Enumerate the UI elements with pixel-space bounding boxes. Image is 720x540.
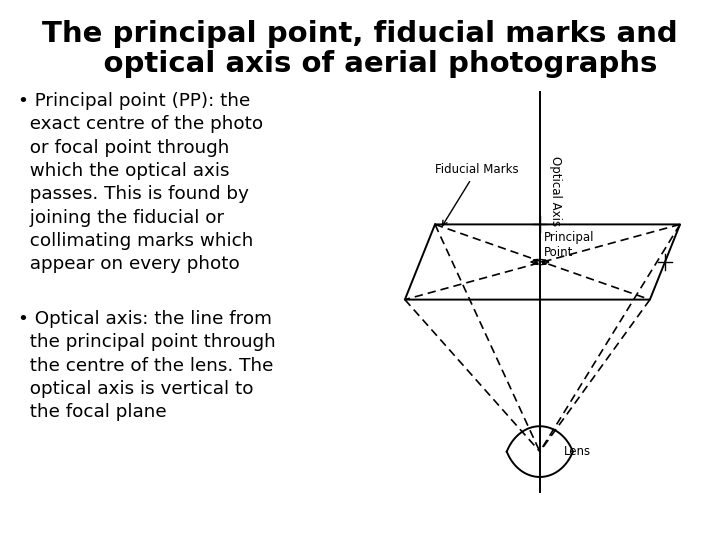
Text: optical axis of aerial photographs: optical axis of aerial photographs: [63, 50, 657, 78]
Text: Fiducial Marks: Fiducial Marks: [435, 164, 518, 226]
Text: • Optical axis: the line from
  the principal point through
  the centre of the : • Optical axis: the line from the princi…: [18, 310, 276, 421]
Text: Lens: Lens: [564, 445, 590, 458]
Text: The principal point, fiducial marks and: The principal point, fiducial marks and: [42, 20, 678, 48]
Text: Principal
Point: Principal Point: [544, 231, 594, 259]
Text: Optical Axis: Optical Axis: [549, 156, 562, 226]
Text: • Principal point (PP): the
  exact centre of the photo
  or focal point through: • Principal point (PP): the exact centre…: [18, 92, 263, 273]
